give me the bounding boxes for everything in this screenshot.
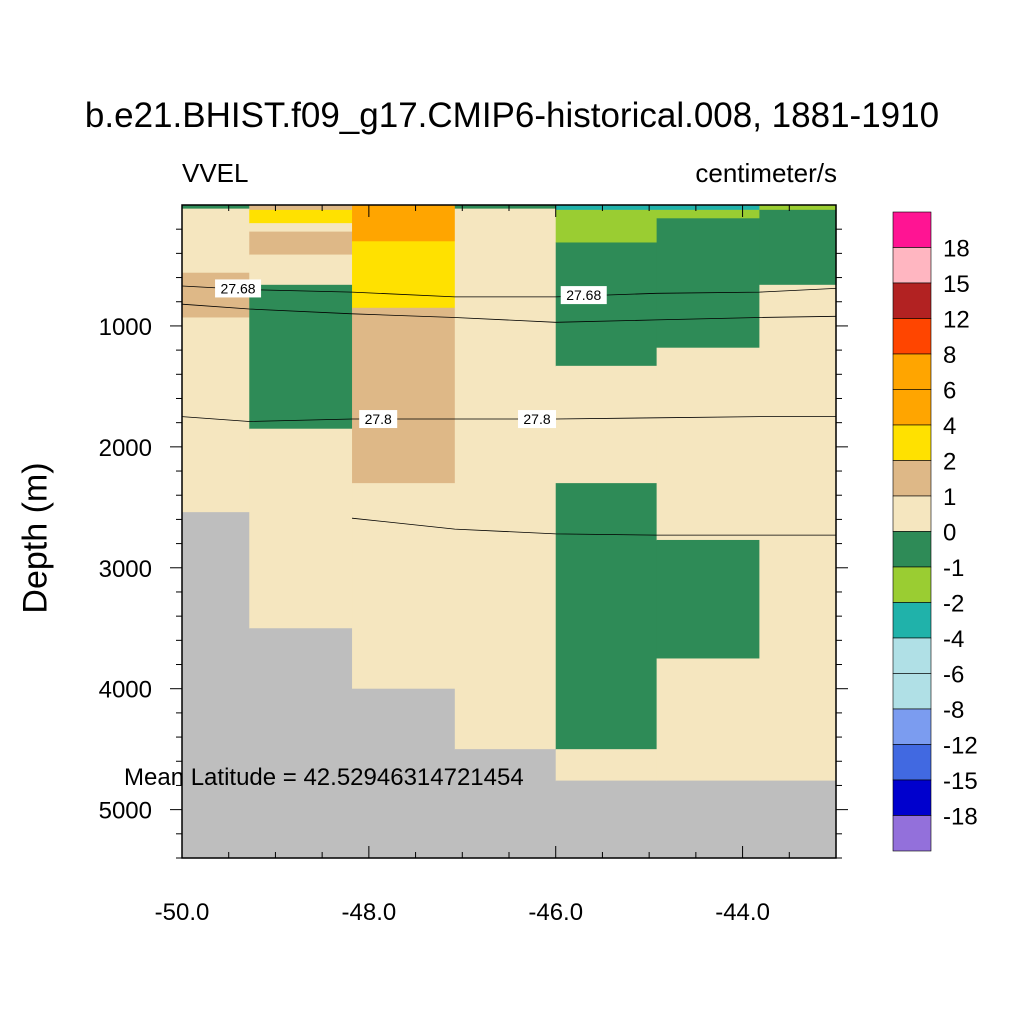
contour-label-box (518, 410, 557, 429)
heatmap-cell (656, 205, 760, 211)
heatmap-cell (759, 205, 837, 211)
colorbar-label: 15 (943, 271, 970, 298)
colorbar-label: -8 (943, 697, 964, 724)
y-tick-label: 4000 (99, 677, 152, 704)
colorbar-swatch (892, 744, 932, 781)
variable-label: VVEL (182, 158, 249, 188)
heatmap-cell (182, 317, 250, 513)
contour-line (181, 416, 836, 422)
colorbar-swatch (892, 531, 932, 568)
colorbar-swatch (892, 353, 932, 390)
heatmap-cell (182, 205, 250, 210)
colorbar-label: 6 (943, 378, 956, 405)
y-tick-label: 3000 (99, 556, 152, 583)
heatmap-cell (555, 749, 658, 782)
contour-label: 27.68 (221, 280, 256, 296)
heatmap-cell (249, 628, 353, 859)
contour-line (181, 303, 837, 323)
heatmap-cell (759, 209, 837, 286)
colorbar-label: -6 (943, 662, 964, 689)
colorbar-label: -15 (943, 768, 978, 795)
heatmap-cell (182, 512, 250, 859)
colorbar-label: -12 (943, 733, 978, 760)
colorbar-swatch (892, 779, 932, 816)
heatmap-cell (555, 205, 658, 211)
heatmap-cell (656, 218, 760, 349)
heatmap-cell (555, 242, 658, 367)
colorbar-swatch (892, 247, 932, 284)
heatmap-cell (352, 483, 456, 690)
heatmap-cell (249, 231, 353, 256)
contour-line (181, 285, 837, 298)
y-tick-label: 2000 (99, 435, 152, 462)
heatmap-cell (759, 284, 837, 782)
heatmap-cell (249, 223, 353, 233)
contour-label: 27.8 (365, 411, 392, 427)
heatmap-cell (759, 780, 837, 859)
heatmap-cell (454, 208, 557, 750)
heatmap-cell (555, 483, 658, 750)
units-label: centimeter/s (695, 158, 837, 188)
x-tick-label: -48.0 (342, 899, 397, 926)
heatmap-cell (249, 205, 353, 211)
contour-line (351, 517, 836, 536)
colorbar-swatch (892, 211, 932, 248)
heatmap-cell (656, 780, 760, 859)
colorbar-label: 2 (943, 449, 956, 476)
heatmap-cell (656, 209, 760, 219)
heatmap-cell (454, 205, 557, 210)
colorbar-swatch (892, 673, 932, 710)
heatmap-cell (249, 209, 353, 224)
contour-label: 27.68 (566, 287, 601, 303)
colorbar-swatch (892, 424, 932, 461)
colorbar-swatch (892, 460, 932, 497)
colorbar-swatch (892, 566, 932, 603)
x-tick-label: -50.0 (155, 899, 210, 926)
mean-latitude-annotation: Mean Latitude = 42.52946314721454 (124, 764, 524, 791)
heatmap-cell (352, 307, 456, 484)
heatmap-cell (352, 688, 456, 859)
contour-label-box (215, 279, 262, 298)
x-tick-label: -46.0 (528, 899, 583, 926)
colorbar-swatch (892, 815, 932, 852)
colorbar-swatch (892, 637, 932, 674)
heatmap-cell (555, 365, 658, 484)
y-tick-label: 1000 (99, 314, 152, 341)
heatmap-cell (454, 749, 557, 859)
heatmap-cell (182, 208, 250, 274)
colorbar-label: -1 (943, 555, 964, 582)
contour-label: 27.8 (523, 411, 550, 427)
heatmap-cell (249, 428, 353, 629)
heatmap-cell (656, 539, 760, 660)
heatmap-cell (249, 254, 353, 286)
heatmap-cell (555, 209, 658, 244)
colorbar-swatch (892, 495, 932, 532)
heatmap-cell (249, 284, 353, 430)
contour-label-box (359, 410, 398, 429)
heatmap-cell (656, 658, 760, 782)
heatmap-cell (656, 347, 760, 541)
colorbar-label: -4 (943, 626, 964, 653)
colorbar-label: -18 (943, 804, 978, 831)
colorbar-label: 1 (943, 484, 956, 511)
colorbar-label: 8 (943, 342, 956, 369)
colorbar-swatch (892, 708, 932, 745)
colorbar-swatch (892, 602, 932, 639)
y-tick-label: 5000 (99, 798, 152, 825)
colorbar-label: 12 (943, 307, 970, 334)
colorbar-label: -2 (943, 591, 964, 618)
chart-title: b.e21.BHIST.f09_g17.CMIP6-historical.008… (84, 96, 940, 135)
x-tick-label: -44.0 (715, 899, 770, 926)
colorbar-label: 4 (943, 413, 956, 440)
heatmap-cell (555, 780, 658, 859)
colorbar-label: 0 (943, 520, 956, 547)
colorbar-label: 18 (943, 236, 970, 263)
colorbar-swatch (892, 318, 932, 355)
heatmap-cell (352, 241, 456, 309)
heatmap-cell (352, 205, 456, 242)
colorbar-swatch (892, 389, 932, 426)
colorbar-swatch (892, 282, 932, 319)
contour-label-box (560, 286, 607, 305)
